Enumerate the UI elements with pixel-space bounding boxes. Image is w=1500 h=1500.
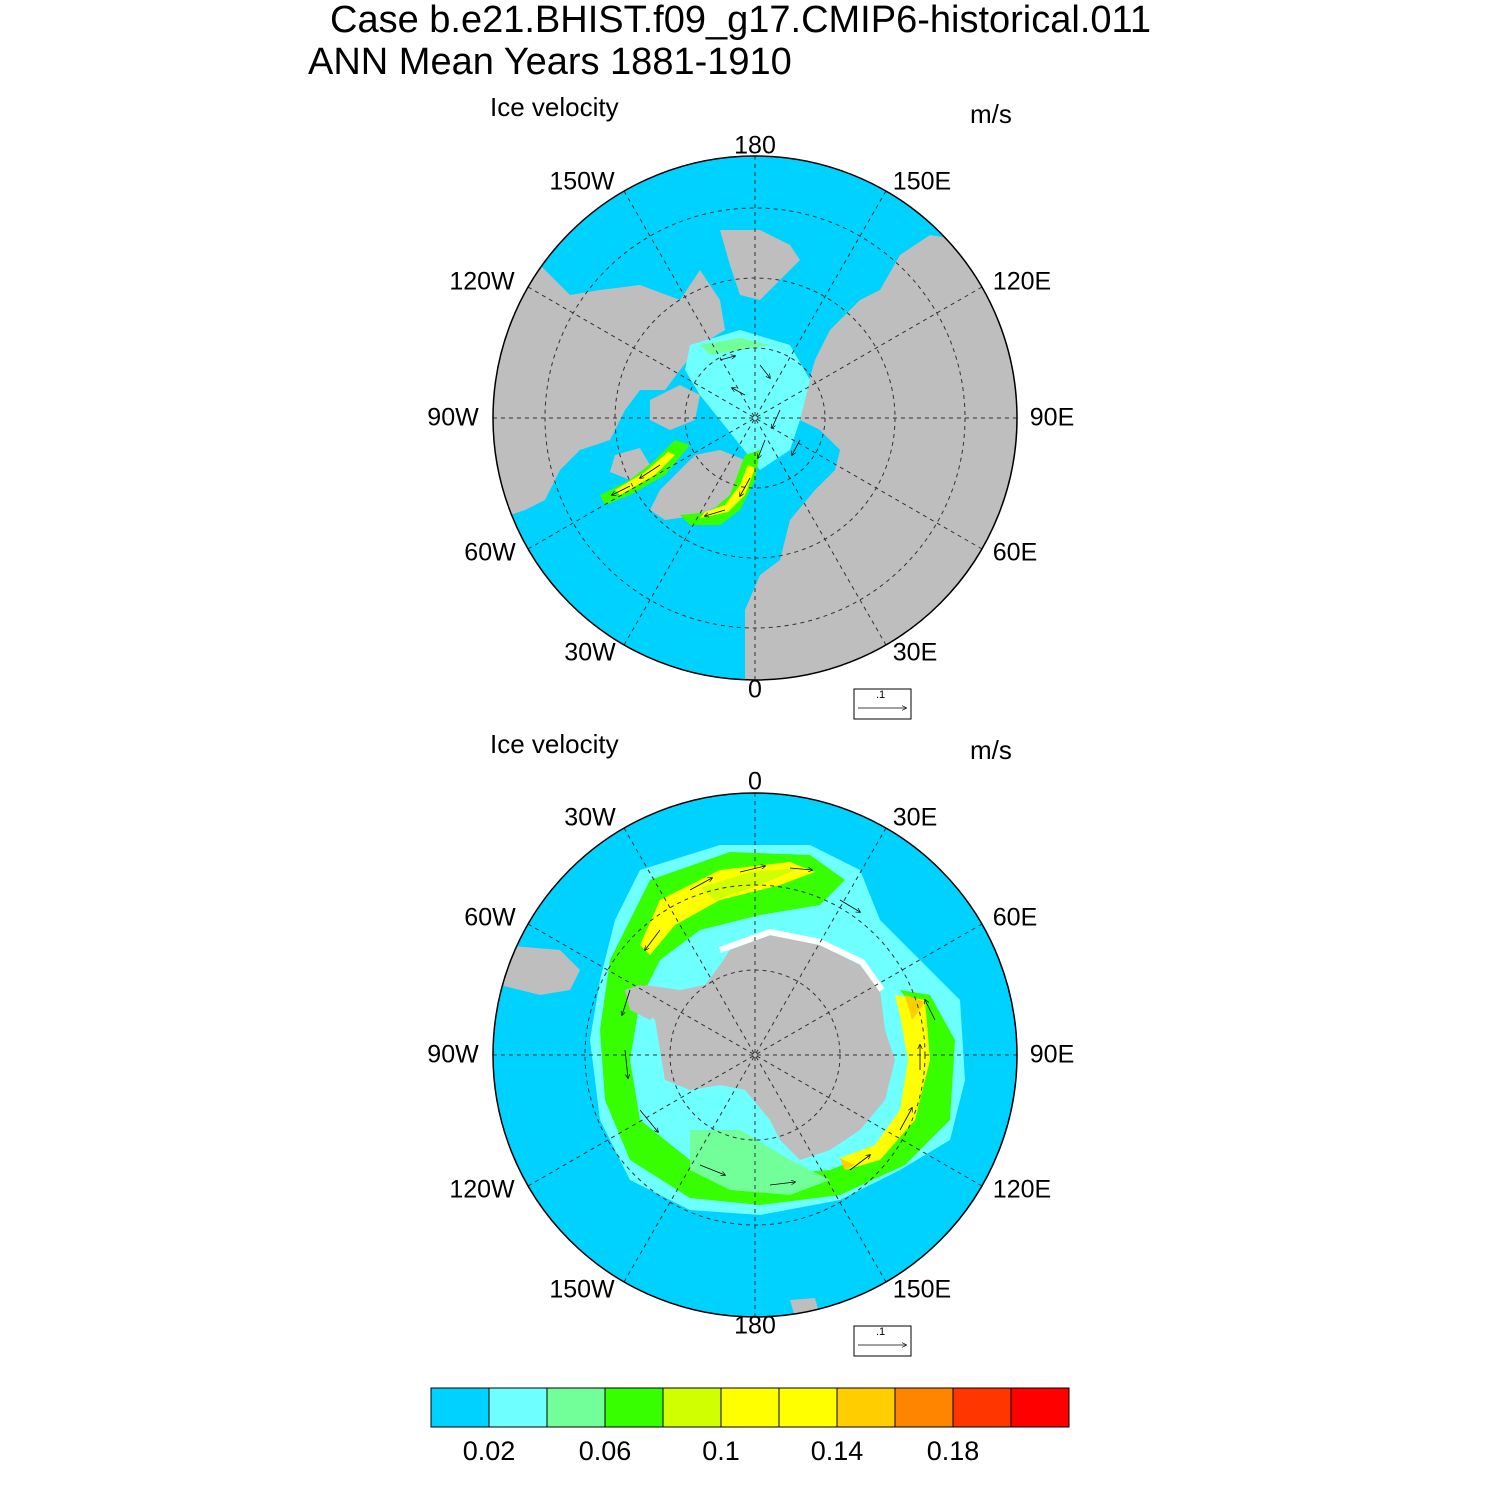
- north-lon-label: 60E: [992, 538, 1038, 567]
- period-title: ANN Mean Years 1881-1910: [308, 41, 792, 83]
- north-lon-label: 150E: [892, 167, 952, 196]
- colorbar-swatch: [720, 1387, 780, 1428]
- south-lon-label: 60W: [464, 903, 516, 932]
- south-ice-east-orange: [840, 995, 925, 1170]
- colorbar-tick-label: 0.1: [702, 1436, 740, 1466]
- south-land-antarctica: [640, 935, 895, 1160]
- colorbar-swatch: [604, 1387, 664, 1428]
- south-ice-weddell: [640, 862, 815, 955]
- north-lon-label: 90W: [427, 403, 479, 432]
- south-ref-vector-box: [853, 1325, 912, 1357]
- south-lon-label: 150W: [549, 1275, 615, 1304]
- south-polar-map: [492, 792, 1018, 1357]
- south-ice-ross: [690, 1130, 830, 1195]
- south-lon-label: 0: [748, 767, 762, 796]
- north-polar-map: [492, 155, 1018, 720]
- north-ice-fram-strait: [680, 450, 760, 525]
- south-lon-label: 30E: [892, 803, 938, 832]
- colorbar-swatch: [662, 1387, 722, 1428]
- colorbar-swatch: [1010, 1387, 1070, 1428]
- north-land-scandinavia: [870, 545, 960, 615]
- south-lon-label: 150E: [892, 1275, 952, 1304]
- north-land-alaska: [720, 230, 800, 300]
- south-ref-vector-label: .1: [876, 1326, 886, 1338]
- north-lon-label: 30E: [892, 638, 938, 667]
- south-ice-weddell-inner: [700, 868, 800, 900]
- south-panel-title: Ice velocity: [490, 729, 619, 759]
- south-lon-label: 180: [734, 1311, 776, 1340]
- colorbar-swatch: [952, 1387, 1012, 1428]
- north-lon-label: 0: [748, 675, 762, 704]
- colorbar-swatch: [546, 1387, 606, 1428]
- south-lon-label: 120E: [992, 1175, 1052, 1204]
- south-lon-label: 30W: [564, 803, 616, 832]
- colorbar-swatch: [894, 1387, 954, 1428]
- north-lon-label: 120E: [992, 267, 1052, 296]
- south-vectors: [622, 866, 936, 1186]
- north-ref-vector-box: [853, 688, 912, 720]
- colorbar-tick-label: 0.14: [810, 1436, 864, 1466]
- colorbar-tick-label: 0.02: [462, 1436, 516, 1466]
- north-ref-vector-label: .1: [876, 689, 886, 701]
- colorbar-tick-label: 0.18: [926, 1436, 980, 1466]
- colorbar-swatch: [430, 1387, 490, 1428]
- south-graticule: [493, 793, 1017, 1317]
- north-land-america: [493, 265, 725, 520]
- colorbar: [430, 1387, 1070, 1428]
- colorbar-swatch: [778, 1387, 838, 1428]
- south-ice-east-coast: [840, 995, 930, 1170]
- north-lon-label: 150W: [549, 167, 615, 196]
- case-title: Case b.e21.BHIST.f09_g17.CMIP6-historica…: [330, 0, 1151, 41]
- south-lon-label: 90E: [1029, 1040, 1075, 1069]
- north-panel-title: Ice velocity: [490, 92, 619, 122]
- north-lon-label: 180: [734, 131, 776, 160]
- south-land-peninsula: [625, 985, 660, 1020]
- south-lon-label: 120W: [449, 1175, 515, 1204]
- north-lon-label: 90E: [1029, 403, 1075, 432]
- colorbar-swatch: [488, 1387, 548, 1428]
- south-lon-label: 60E: [992, 903, 1038, 932]
- north-ice-arctic-basin: [685, 330, 810, 470]
- north-lon-label: 60W: [464, 538, 516, 567]
- north-panel-units: m/s: [970, 99, 1012, 129]
- north-ice-beaufort: [700, 338, 770, 355]
- north-lon-label: 120W: [449, 267, 515, 296]
- colorbar-swatch: [836, 1387, 896, 1428]
- south-land-south-america: [500, 945, 580, 995]
- south-panel-units: m/s: [970, 735, 1012, 765]
- north-lon-label: 30W: [564, 638, 616, 667]
- north-land-islands: [610, 385, 700, 480]
- south-lon-label: 90W: [427, 1040, 479, 1069]
- north-ice-labrador-core: [615, 452, 675, 495]
- colorbar-tick-label: 0.06: [578, 1436, 632, 1466]
- north-graticule: [493, 156, 1017, 680]
- north-vectors: [612, 356, 801, 516]
